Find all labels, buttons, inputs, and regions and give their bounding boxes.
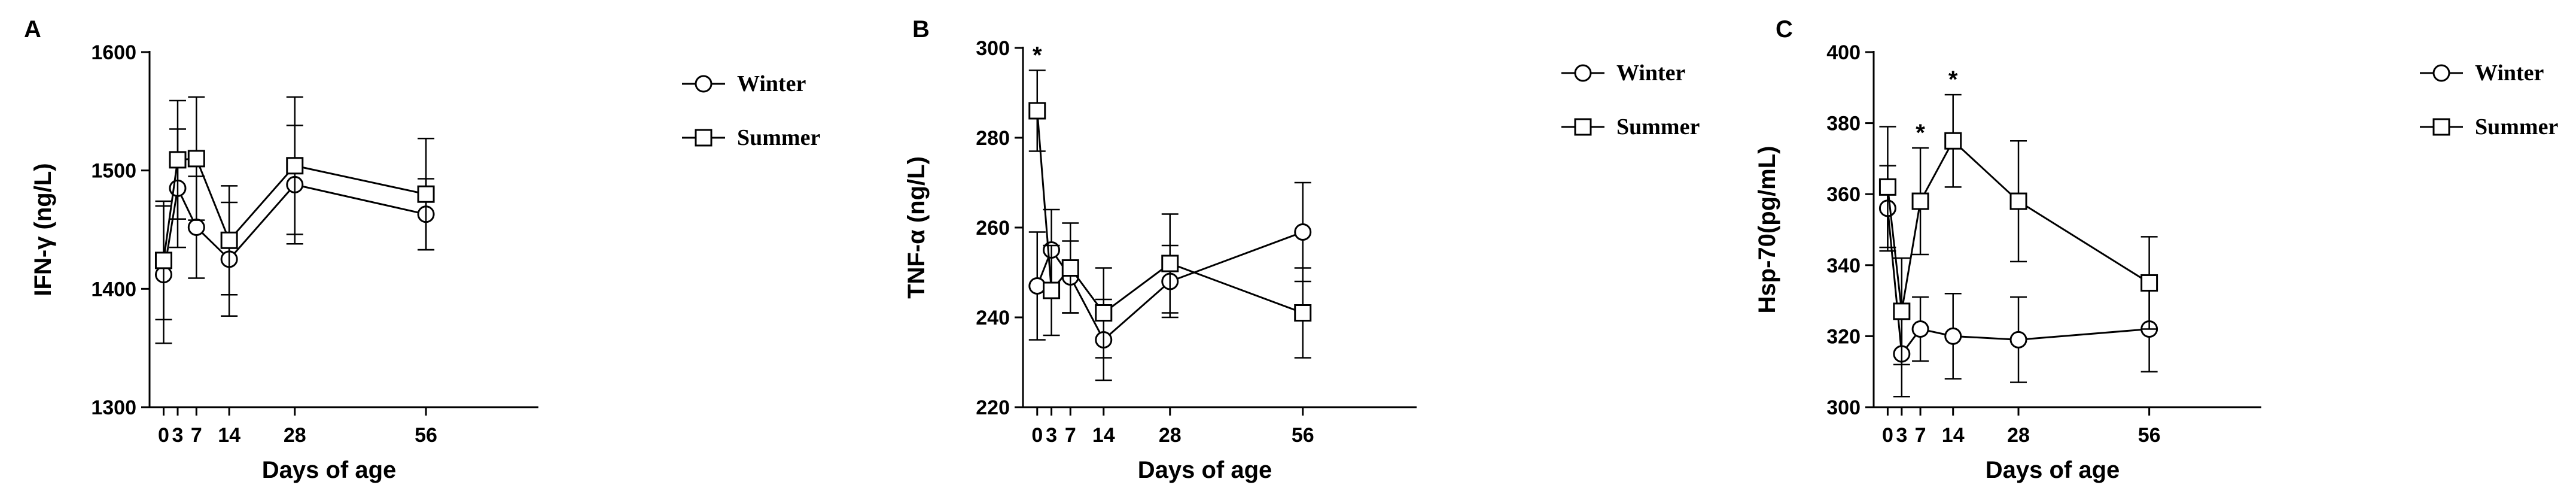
y-tick-label: 220 [976,396,1010,419]
square-marker [1294,304,1312,322]
y-tick-label: 320 [1826,325,1861,348]
square-marker [2140,274,2158,292]
y-tick-label: 380 [1826,113,1861,135]
x-tick-label: 3 [172,424,184,447]
square-marker [187,150,205,168]
y-tick-label: 300 [976,37,1010,60]
y-tick-label: 1300 [91,396,136,419]
panel-letter: A [24,16,41,43]
square-marker [1095,304,1113,322]
series-summer [1028,69,1312,359]
x-tick-label: 14 [1942,424,1965,447]
x-tick-label: 56 [2138,424,2161,447]
panel-letter: C [1776,16,1793,43]
chart-panel-a: A 1300 1400 1500 1600 0 3 7 14 28 56 Days of age IFN… [24,16,820,483]
x-tick-label: 28 [1159,424,1182,447]
legend-label-summer: Summer [737,125,820,150]
series-winter [1028,181,1312,381]
square-marker [154,252,172,269]
circle-marker [1028,277,1046,295]
y-axis-label: IFN-γ (ng/L) [30,163,56,296]
x-axis-label: Days of age [1986,457,2120,483]
x-tick-label: 7 [1915,424,1926,447]
y-tick-label: 280 [976,127,1010,150]
legend-label-summer: Summer [1616,114,1700,140]
x-tick-label: 28 [2007,424,2030,447]
x-tick-label: 7 [191,424,202,447]
legend: Winter Summer [682,71,820,150]
x-axis-label: Days of age [262,457,397,483]
circle-marker [2009,331,2027,349]
legend-square-marker [695,129,712,147]
chart-panel-b: B 220 240 260 280 300 0 3 7 14 28 56 Days of age TNF-… [903,16,1700,483]
series-summer [154,96,435,320]
y-tick-label: 260 [976,217,1010,240]
square-marker [286,157,304,175]
series-line [1886,139,2150,312]
x-tick-label: 56 [415,424,437,447]
x-tick-label: 28 [284,424,306,447]
x-tick-label: 7 [1065,424,1076,447]
legend-circle-marker [695,75,712,93]
chart-panel-c: C 300 320 340 360 380 400 0 3 7 14 28 56 Days of age H… [1754,16,2558,483]
series-line [1036,110,1304,314]
significance-asterisk: * [1033,43,1042,69]
y-tick-label: 1600 [91,41,136,64]
y-tick-label: 400 [1826,41,1861,64]
square-marker [1944,132,1962,150]
square-marker [169,151,187,169]
y-tick-label: 1400 [91,278,136,301]
significance-asterisk: * [1916,120,1925,146]
legend: Winter Summer [2420,60,2558,140]
circle-marker [1911,320,1929,338]
significance-asterisk: * [1948,66,1958,93]
circle-marker [187,219,205,237]
square-marker [2009,192,2027,210]
legend-label-winter: Winter [1616,60,1686,86]
square-marker [1893,302,1911,320]
square-marker [1878,178,1896,196]
legend-circle-marker [2432,64,2450,82]
series-line [163,183,427,275]
circle-marker [1294,223,1312,241]
y-tick-label: 340 [1826,254,1861,277]
series-summer [1878,93,2158,366]
legend-label-summer: Summer [2475,114,2558,140]
legend-label-winter: Winter [2475,60,2544,86]
square-marker [1061,259,1079,277]
legend-square-marker [1574,118,1592,136]
y-tick-label: 360 [1826,183,1861,206]
y-tick-label: 1500 [91,160,136,183]
x-tick-label: 3 [1046,424,1057,447]
y-tick-label: 300 [1826,396,1861,419]
legend: Winter Summer [1561,60,1700,140]
square-marker [1043,281,1061,299]
x-tick-label: 3 [1896,424,1907,447]
square-marker [1911,192,1929,210]
panel-letter: B [912,16,930,43]
x-tick-label: 14 [1092,424,1115,447]
circle-marker [1944,327,1962,345]
x-tick-label: 0 [158,424,169,447]
y-axis-label: Hsp-70(pg/mL) [1754,146,1780,314]
y-tick-label: 240 [976,307,1010,329]
square-marker [1028,102,1046,120]
x-tick-label: 56 [1292,424,1314,447]
legend-label-winter: Winter [737,71,806,96]
square-marker [417,185,435,203]
x-tick-label: 0 [1882,424,1893,447]
series-line [163,157,427,261]
x-axis-label: Days of age [1138,457,1272,483]
square-marker [1161,254,1179,272]
legend-square-marker [2432,118,2450,136]
square-marker [220,231,238,249]
legend-circle-marker [1574,64,1592,82]
y-axis-label: TNF-α (ng/L) [903,156,930,299]
x-tick-label: 14 [218,424,240,447]
series-line [1886,208,2149,357]
x-tick-label: 0 [1031,424,1043,447]
